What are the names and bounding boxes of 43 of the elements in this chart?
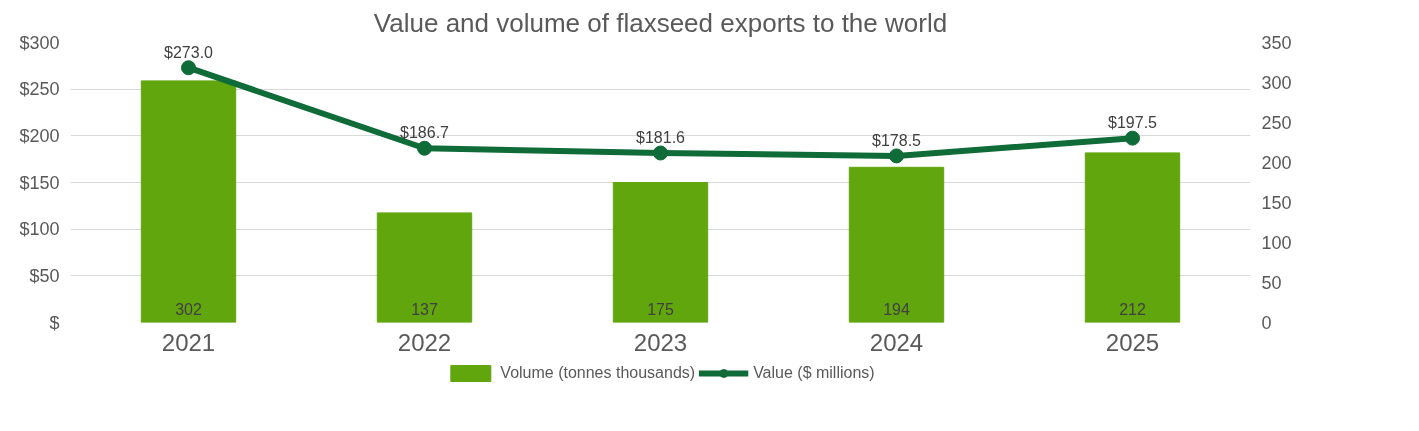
bar — [1084, 152, 1181, 323]
point — [181, 60, 196, 76]
x-tick-label: 2021 — [161, 328, 216, 356]
y-tick-label: $300 — [19, 32, 60, 53]
y2-tick-label: 100 — [1261, 233, 1292, 253]
data-label: 212 — [1119, 300, 1146, 318]
point — [417, 140, 432, 156]
y-tick-label: $200 — [19, 125, 60, 146]
x-tick-label: 2023 — [633, 328, 688, 356]
y-tick-label: $ — [49, 312, 60, 333]
x-tick-label: 2022 — [397, 328, 452, 356]
data-label: 175 — [647, 300, 674, 318]
legend-label: Value ($ millions) — [753, 364, 875, 382]
data-label: $178.5 — [872, 131, 922, 149]
point — [889, 148, 904, 164]
y2-tick-label: 250 — [1261, 113, 1292, 133]
y2-tick-label: 50 — [1261, 273, 1282, 293]
y2-tick-label: 0 — [1261, 313, 1272, 333]
point — [653, 145, 668, 161]
bar — [848, 166, 945, 323]
legend-label: Volume (tonnes thousands) — [500, 364, 696, 382]
data-label: $273.0 — [164, 43, 214, 61]
chart-title: Value and volume of flaxseed exports to the world — [373, 7, 948, 38]
x-tick-label: 2024 — [869, 328, 924, 356]
y-tick-label: $150 — [19, 172, 60, 193]
x-tick-label: 2025 — [1105, 328, 1160, 356]
y2-tick-label: 350 — [1261, 33, 1292, 53]
y2-tick-label: 300 — [1261, 73, 1292, 93]
data-label: $181.6 — [636, 129, 686, 147]
y2-tick-label: 150 — [1261, 193, 1292, 213]
y-tick-label: $50 — [29, 265, 60, 286]
data-label: 194 — [883, 300, 910, 318]
y-tick-label: $250 — [19, 79, 60, 100]
point — [1125, 130, 1140, 146]
data-label: 137 — [411, 300, 438, 318]
bar — [376, 212, 473, 323]
bar — [612, 182, 709, 323]
y-tick-label: $100 — [19, 219, 60, 240]
bar — [140, 80, 237, 323]
data-label: $186.7 — [400, 124, 450, 142]
data-label: $197.5 — [1108, 114, 1158, 132]
y2-tick-label: 200 — [1261, 153, 1292, 173]
data-label: 302 — [175, 300, 202, 318]
